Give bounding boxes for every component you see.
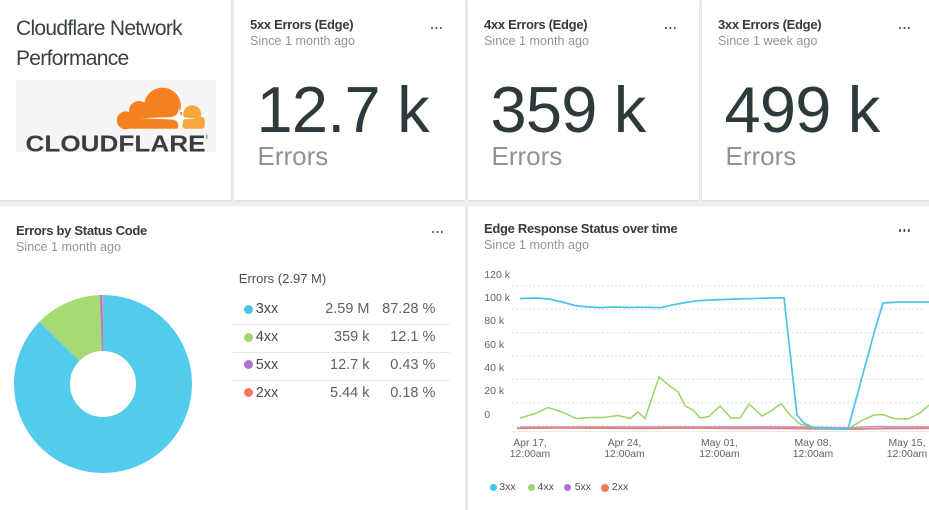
svg-text:CLOUDFLARE: CLOUDFLARE (26, 130, 206, 152)
